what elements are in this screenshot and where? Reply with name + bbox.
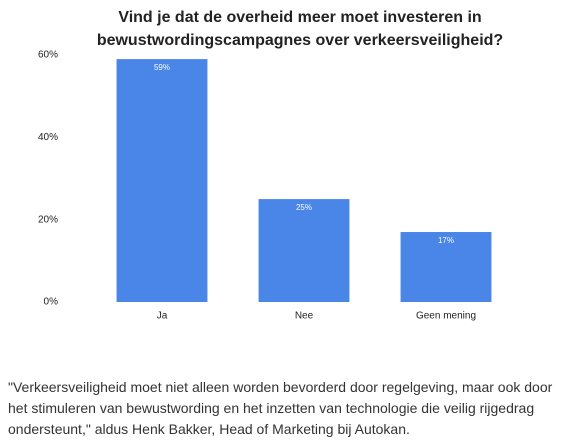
x-tick-label: Ja (157, 311, 168, 322)
value-label: 59% (154, 63, 170, 72)
quote-line: "Verkeersveiligheid moet niet alleen wor… (8, 379, 553, 395)
bar (258, 199, 350, 302)
value-label: 17% (438, 236, 454, 245)
x-tick-label: Geen mening (416, 311, 476, 322)
value-label: 25% (296, 203, 312, 212)
quote-line: ondersteunt," aldus Henk Bakker, Head of… (8, 421, 410, 437)
y-tick-label: 60% (38, 50, 58, 61)
bar (116, 59, 208, 302)
y-tick-label: 40% (38, 132, 58, 143)
quote-line: het stimuleren van bewustwording en het … (8, 400, 535, 416)
chart: 0% 20% 40% 60% Ja 59% Nee 25% Geen mening 17% (38, 50, 492, 322)
y-tick-label: 0% (44, 297, 59, 308)
bar (400, 232, 492, 302)
x-tick-label: Nee (295, 311, 314, 322)
chart-title: Vind je dat de overheid meer moet invest… (96, 9, 504, 49)
quote: "Verkeersveiligheid moet niet alleen wor… (8, 377, 568, 440)
y-tick-label: 20% (38, 214, 58, 225)
